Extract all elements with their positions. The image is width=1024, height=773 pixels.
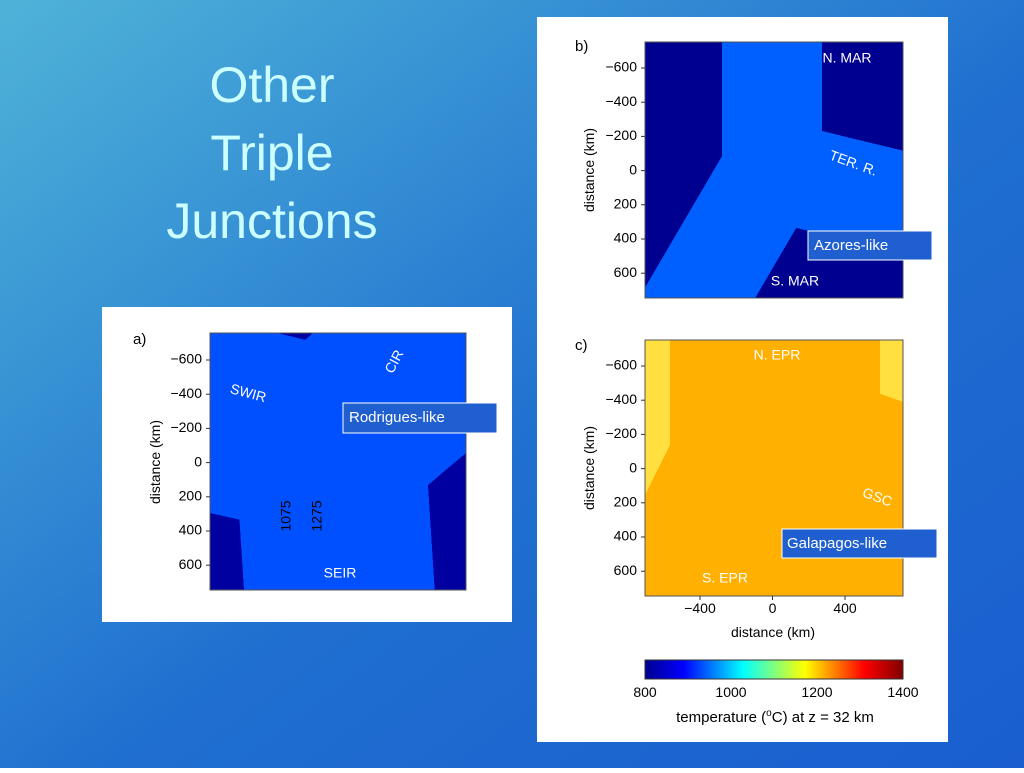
callout-text: Azores-like	[814, 237, 888, 254]
y-tick-label: 400	[614, 230, 638, 246]
heatmap-c	[645, 340, 903, 596]
y-axis-label: distance (km)	[147, 420, 163, 504]
y-tick-label: 0	[629, 161, 637, 177]
heatmap-a	[210, 333, 466, 590]
y-tick-label: 200	[614, 196, 638, 212]
y-tick-label: 600	[179, 556, 203, 572]
x-tick-label: 400	[833, 600, 857, 616]
ridge-label: S. MAR	[771, 273, 819, 289]
colorbar-tick-label: 1400	[887, 684, 918, 700]
x-tick-label: 0	[769, 600, 777, 616]
title-line: Junctions	[166, 193, 377, 249]
y-tick-label: 0	[629, 459, 637, 475]
y-tick-label: −600	[605, 59, 637, 75]
plot-frame	[644, 339, 904, 597]
y-tick-label: 400	[179, 522, 203, 538]
x-tick-label: −400	[684, 600, 716, 616]
title-line: Other	[209, 57, 334, 113]
callout-box	[807, 230, 933, 261]
y-tick-label: 400	[614, 528, 638, 544]
y-tick-label: −600	[605, 357, 637, 373]
label-part: temperature (	[676, 709, 766, 726]
panel-label: a)	[133, 331, 146, 348]
colorbar-tick-label: 1200	[801, 684, 832, 700]
colorbar-tick-label: 1000	[715, 684, 746, 700]
y-tick-label: 200	[614, 494, 638, 510]
x-axis-label: distance (km)	[731, 624, 815, 640]
callout-text: Galapagos-like	[787, 535, 887, 552]
y-tick-label: 0	[194, 453, 202, 469]
ridge-label: SEIR	[324, 565, 357, 581]
callout-box	[781, 528, 938, 559]
y-axis-label: distance (km)	[581, 128, 597, 212]
label-part: o	[766, 708, 772, 719]
ridge-label: N. EPR	[754, 347, 801, 363]
panel-label: c)	[575, 337, 588, 354]
plot-frame	[644, 41, 904, 299]
panel-label: b)	[575, 38, 588, 55]
colorbar-label: temperature (oC) at z = 32 km	[676, 708, 874, 726]
plot-frame	[209, 332, 467, 591]
callout-box	[342, 402, 498, 434]
ridge-label: S. EPR	[702, 570, 748, 586]
callout-text: Rodrigues-like	[349, 409, 445, 426]
contour-label: 1075	[278, 500, 294, 531]
colorbar-tick-label: 800	[633, 684, 657, 700]
label-part: C) at z = 32 km	[772, 709, 874, 726]
contour-label: 1275	[309, 500, 325, 531]
y-tick-label: 600	[614, 264, 638, 280]
title-line: Triple	[210, 125, 333, 181]
y-tick-label: −200	[605, 127, 637, 143]
y-axis-label: distance (km)	[581, 426, 597, 510]
y-tick-label: −600	[170, 351, 202, 367]
y-tick-label: −400	[170, 385, 202, 401]
y-tick-label: −400	[605, 391, 637, 407]
y-tick-label: −400	[605, 93, 637, 109]
y-tick-label: −200	[170, 419, 202, 435]
ridge-label: N. MAR	[823, 50, 872, 66]
y-tick-label: 200	[179, 488, 203, 504]
y-tick-label: −200	[605, 425, 637, 441]
colorbar	[644, 659, 904, 680]
y-tick-label: 600	[614, 562, 638, 578]
